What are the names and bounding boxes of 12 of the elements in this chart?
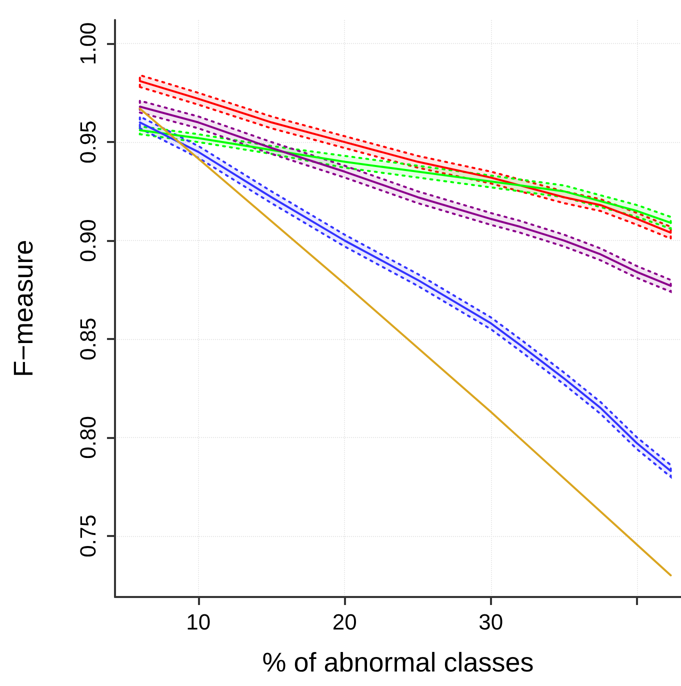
y-tick-label: 0.80 — [76, 416, 100, 459]
y-axis-title: F−measure — [8, 240, 38, 378]
y-tick-label: 0.90 — [76, 219, 100, 262]
x-tick-label: 10 — [186, 610, 211, 634]
y-tick-label: 0.95 — [76, 120, 100, 164]
x-tick-label: 30 — [478, 610, 504, 634]
y-tick-label: 1.00 — [76, 22, 100, 66]
y-tick-label: 0.75 — [76, 514, 100, 558]
x-axis-title: % of abnormal classes — [262, 648, 534, 678]
x-tick-label: 20 — [332, 610, 357, 634]
y-tick-label: 0.85 — [76, 318, 100, 360]
line-series — [138, 108, 672, 576]
